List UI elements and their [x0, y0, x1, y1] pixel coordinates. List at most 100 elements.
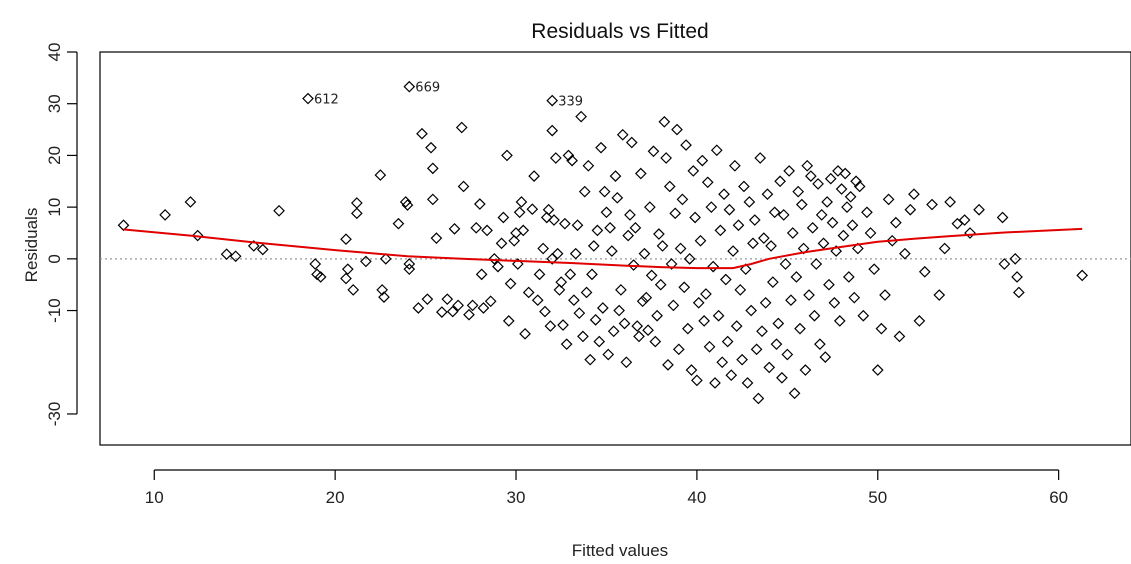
data-point	[844, 190, 857, 203]
data-point	[497, 211, 510, 224]
data-point	[526, 203, 539, 216]
data-point	[531, 294, 544, 307]
data-point	[933, 289, 946, 301]
data-point	[964, 227, 976, 239]
data-point	[814, 338, 826, 351]
data-point	[754, 152, 767, 164]
data-point	[642, 324, 654, 337]
data-point	[457, 180, 470, 193]
data-point	[660, 152, 672, 164]
data-point	[425, 141, 437, 154]
data-point	[772, 317, 785, 330]
data-point	[436, 306, 448, 318]
data-point	[416, 127, 428, 140]
data-point	[663, 180, 676, 193]
data-point	[718, 188, 730, 201]
data-point	[777, 209, 790, 221]
data-point	[611, 191, 624, 204]
data-point	[682, 322, 694, 335]
data-point	[662, 359, 674, 371]
data-point	[723, 203, 736, 216]
data-point	[557, 319, 569, 331]
data-point	[350, 197, 363, 209]
data-point	[712, 309, 725, 322]
data-point	[893, 330, 906, 343]
data-point	[593, 335, 606, 348]
data-point	[826, 216, 839, 229]
data-point	[756, 325, 768, 338]
data-point	[774, 175, 786, 188]
labeled-data-point	[546, 94, 559, 107]
data-point	[669, 207, 682, 220]
data-point	[600, 206, 613, 219]
data-point	[566, 154, 578, 167]
x-tick-label: 30	[507, 488, 526, 507]
data-point	[837, 229, 850, 242]
y-tick-label: -10	[45, 298, 64, 323]
data-point	[875, 322, 888, 335]
data-point	[481, 224, 493, 237]
data-point	[998, 258, 1011, 270]
x-tick-label: 50	[868, 488, 887, 507]
data-point	[488, 252, 501, 265]
x-tick-label: 60	[1049, 488, 1068, 507]
data-point	[604, 221, 616, 234]
chart-title: Residuals vs Fitted	[531, 20, 708, 43]
y-tick-label: 0	[45, 254, 64, 263]
data-point	[768, 206, 781, 219]
data-point	[582, 159, 595, 172]
data-point	[783, 165, 795, 177]
data-point	[665, 258, 678, 270]
data-point	[938, 242, 951, 255]
plot-frame	[99, 51, 1131, 446]
data-point	[508, 234, 521, 247]
data-point	[586, 268, 598, 281]
data-point	[801, 159, 814, 172]
y-axis: -30 -10 0 10 20 30 40	[45, 43, 78, 426]
data-point	[350, 207, 363, 220]
data-point	[376, 284, 389, 296]
data-point	[511, 258, 524, 270]
data-point	[913, 315, 926, 327]
data-point	[522, 286, 535, 299]
data-point	[785, 294, 797, 307]
data-point	[403, 258, 416, 270]
data-point	[886, 234, 899, 247]
data-point	[683, 252, 696, 265]
data-point	[904, 203, 917, 216]
data-point	[763, 361, 776, 374]
data-point	[159, 209, 171, 221]
data-point	[678, 281, 691, 294]
data-point	[421, 293, 434, 306]
data-point	[732, 219, 745, 232]
data-point	[705, 201, 718, 213]
data-point	[647, 145, 660, 158]
data-point	[852, 242, 864, 255]
data-point	[475, 268, 488, 281]
data-point	[692, 296, 705, 309]
data-point	[638, 247, 651, 260]
data-point	[689, 211, 701, 224]
data-point	[757, 232, 770, 245]
x-axis: 10 20 30 40 50 60	[145, 469, 1068, 507]
data-point	[674, 242, 687, 255]
y-tick-label: 30	[45, 94, 64, 113]
data-point	[587, 240, 600, 252]
data-point	[607, 325, 620, 338]
data-point	[828, 296, 841, 309]
data-point	[513, 206, 526, 219]
data-point	[1011, 271, 1023, 283]
data-point	[618, 317, 631, 330]
data-point	[725, 369, 738, 382]
data-point	[314, 271, 327, 283]
data-point	[691, 374, 703, 387]
data-point	[765, 240, 777, 252]
data-point	[463, 308, 475, 321]
data-point	[309, 258, 322, 270]
data-point	[748, 214, 761, 226]
smooth-line-layer	[123, 227, 1083, 270]
data-point	[577, 330, 589, 343]
labeled-data-point	[403, 80, 416, 93]
data-point	[392, 217, 405, 230]
point-labels-layer: 612 669 339	[314, 81, 583, 110]
